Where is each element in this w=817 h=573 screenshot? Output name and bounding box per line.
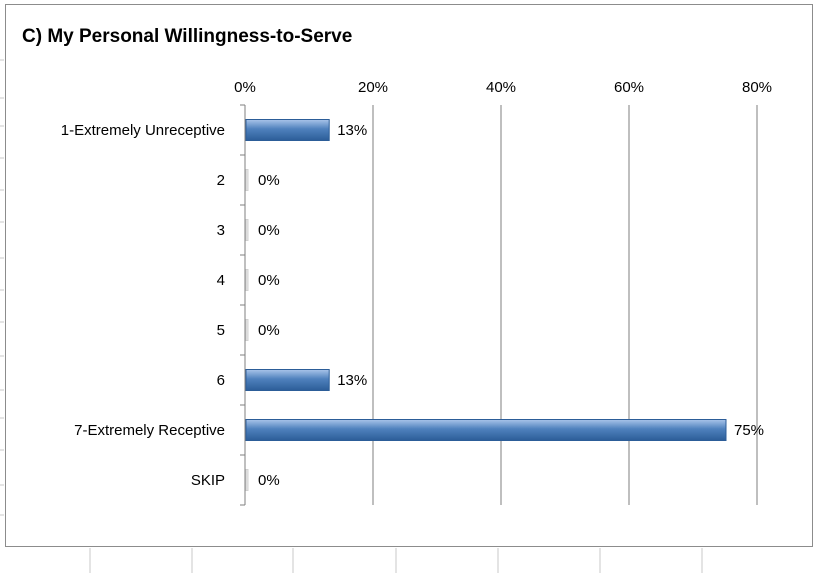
bar-4: [245, 269, 249, 291]
category-label-5: 5: [217, 322, 225, 339]
bar-skip: [245, 469, 249, 491]
data-label-2: 0%: [258, 172, 280, 189]
data-label-3: 0%: [258, 222, 280, 239]
data-labels: 13% 0% 0% 0% 0% 13% 75% 0%: [258, 122, 764, 489]
gridlines: [372, 105, 758, 505]
bar-1-extremely-unreceptive: [245, 119, 330, 141]
category-label-skip: SKIP: [191, 472, 225, 489]
x-tick-label-60: 60%: [614, 79, 644, 96]
data-label-4: 0%: [258, 272, 280, 289]
data-label-6: 13%: [337, 372, 367, 389]
data-label-7-extremely-receptive: 75%: [734, 422, 764, 439]
category-labels: 1-Extremely Unreceptive 2 3 4 5 6 7-Extremely …: [61, 122, 225, 489]
category-label-3: 3: [217, 222, 225, 239]
bar-7-extremely-receptive: [245, 419, 727, 441]
x-axis-tick-labels: 0% 20% 40% 60% 80%: [234, 79, 772, 96]
data-label-1-extremely-unreceptive: 13%: [337, 122, 367, 139]
bar-5: [245, 319, 249, 341]
chart-frame: [5, 4, 813, 547]
category-label-7-extremely-receptive: 7-Extremely Receptive: [74, 422, 225, 439]
data-label-skip: 0%: [258, 472, 280, 489]
category-label-4: 4: [217, 272, 225, 289]
category-label-6: 6: [217, 372, 225, 389]
bars: [245, 119, 727, 491]
x-tick-label-0: 0%: [234, 79, 256, 96]
chart-title: C) My Personal Willingness-to-Serve: [22, 26, 352, 47]
category-label-1-extremely-unreceptive: 1-Extremely Unreceptive: [61, 122, 225, 139]
bar-3: [245, 219, 249, 241]
x-tick-label-80: 80%: [742, 79, 772, 96]
sheet-gridlines: [0, 59, 703, 573]
x-tick-label-40: 40%: [486, 79, 516, 96]
data-label-5: 0%: [258, 322, 280, 339]
y-axis: [240, 104, 246, 506]
bar-2: [245, 169, 249, 191]
category-label-2: 2: [217, 172, 225, 189]
bar-6: [245, 369, 330, 391]
x-tick-label-20: 20%: [358, 79, 388, 96]
